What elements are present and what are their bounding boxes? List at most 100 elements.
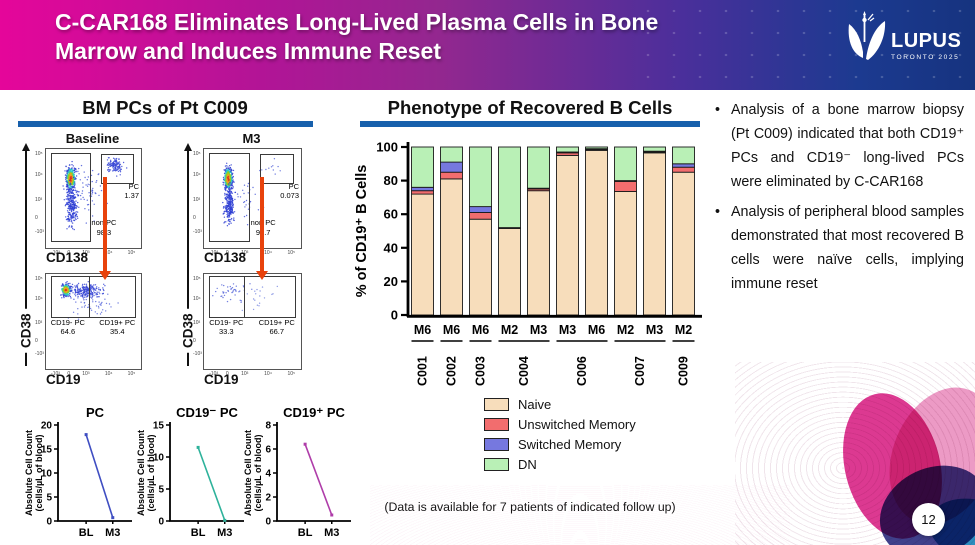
svg-text:M3: M3 (646, 323, 663, 337)
axis-tick: 10³ (193, 320, 201, 327)
chart-legend: Naive Unswitched Memory Switched Memory … (484, 394, 636, 474)
svg-text:M3: M3 (217, 527, 232, 539)
gate-divider (243, 276, 245, 317)
svg-text:0: 0 (265, 517, 271, 528)
svg-text:% of CD19⁺ B Cells: % of CD19⁺ B Cells (354, 165, 370, 298)
gate-label-pc: PC 1.37 (124, 181, 139, 201)
axis-tick: -10³ (35, 229, 44, 236)
svg-text:C003: C003 (474, 356, 488, 386)
axis-tick: -10³ (209, 250, 219, 256)
svg-text:0: 0 (391, 308, 398, 323)
cd19-axis-label-baseline: CD19 (46, 372, 81, 387)
axis-tick: -10³ (51, 371, 60, 377)
svg-text:5: 5 (158, 485, 164, 496)
axis-tick: 0 (35, 215, 38, 222)
gate-label-cd19pos: CD19+ PC 35.4 (99, 317, 136, 337)
center-panel-title: Phenotype of Recovered B Cells (387, 97, 673, 118)
svg-text:10: 10 (41, 469, 53, 480)
svg-text:2: 2 (265, 493, 271, 504)
svg-text:Absolute Cell Count: Absolute Cell Count (136, 430, 146, 516)
cd38-axis-arrow-m3 (183, 143, 192, 366)
scatter-dots (212, 283, 278, 312)
svg-text:5: 5 (46, 493, 52, 504)
axis-tick: 10³ (241, 250, 249, 256)
page-number-badge: 12 (912, 503, 945, 536)
axis-tick: 0 (193, 337, 196, 344)
svg-text:(cells/µL of blood): (cells/µL of blood) (34, 434, 44, 511)
axis-tick: 10⁵ (35, 275, 43, 282)
network-pattern-decoration (635, 0, 975, 90)
svg-text:8: 8 (265, 421, 271, 432)
data-availability-caption: (Data is available for 7 patients of ind… (352, 500, 708, 514)
gating-arrow-m3 (256, 177, 268, 280)
cd138-axis-label-baseline: CD138 (46, 250, 89, 265)
svg-text:M2: M2 (617, 323, 634, 337)
svg-text:C007: C007 (633, 356, 647, 386)
svg-text:(cells/µL of blood): (cells/µL of blood) (146, 434, 156, 511)
axis-tick: 10³ (35, 320, 43, 327)
legend-swatch-switched-memory (484, 437, 509, 451)
axis-tick: 10⁴ (35, 171, 43, 178)
svg-text:15: 15 (41, 445, 53, 456)
page-title: C-CAR168 Eliminates Long-Lived Plasma Ce… (55, 9, 659, 65)
svg-text:80: 80 (384, 173, 398, 188)
axis-tick: 0 (193, 215, 196, 222)
svg-text:M6: M6 (472, 323, 489, 337)
svg-text:M6: M6 (588, 323, 605, 337)
bullet-bone-marrow: Analysis of a bone marrow biopsy (Pt C00… (714, 98, 964, 194)
svg-text:BL: BL (298, 527, 313, 539)
axis-tick: 0 (35, 337, 38, 344)
gate-nonpc (208, 152, 250, 243)
logo-text: LUPUS TORONTO 2025 (891, 29, 962, 61)
axis-tick: 10³ (193, 197, 201, 204)
axis-tick: -10³ (193, 350, 202, 357)
gate-nonpc (50, 152, 91, 243)
svg-text:C006: C006 (575, 356, 589, 386)
legend-swatch-unswitched-memory (484, 417, 509, 431)
axis-tick: -10³ (193, 229, 202, 236)
axis-tick: 10⁴ (104, 371, 113, 377)
svg-text:20: 20 (41, 421, 53, 432)
axis-tick: 10⁵ (287, 371, 296, 377)
axis-tick: 10⁵ (127, 371, 136, 377)
bullet-peripheral-blood: Analysis of peripheral blood samples dem… (714, 200, 964, 296)
svg-text:BL: BL (79, 527, 94, 539)
svg-text:BL: BL (191, 527, 206, 539)
stacked-bar-chart: 0 20 40 60 80 100 % of CD19⁺ B Cells M6 M6 M6 M2 M3… (354, 140, 702, 386)
gate-label-cd19pos: CD19+ PC 66.7 (258, 317, 295, 337)
gate-divider (88, 276, 90, 317)
svg-text:40: 40 (384, 240, 398, 255)
wave-lines-decoration (370, 485, 790, 545)
axis-tick: -10³ (35, 350, 44, 357)
flow-plot-m3-cd19: CD19- PC 33.3 CD19+ PC 66.7 -10³ 0 10³ 10⁴ 10⁵… (193, 273, 302, 377)
axis-tick: 0 (67, 371, 71, 377)
svg-text:15: 15 (153, 421, 165, 432)
svg-text:(cells/µL of blood): (cells/µL of blood) (253, 434, 263, 511)
legend-swatch-dn (484, 457, 509, 471)
svg-text:C002: C002 (445, 356, 459, 386)
gating-arrow-baseline (99, 177, 111, 280)
svg-text:60: 60 (384, 207, 398, 222)
line-chart-cd19neg-pc: CD19⁻ PC Absolute Cell Count (cells/µL of … (136, 405, 244, 539)
axis-tick: -10³ (209, 371, 219, 377)
axis-tick: -10³ (51, 250, 60, 256)
gate-label-pc: PC 0.073 (280, 181, 299, 201)
svg-text:M3: M3 (530, 323, 547, 337)
axis-tick: 10⁴ (104, 250, 113, 256)
cd38-axis-label-baseline: CD38 (18, 308, 33, 353)
flow-plot-baseline-cd138: PC1.37 non PC98.3 -10³010³10⁴10⁵10⁵10⁴10… (35, 148, 142, 256)
svg-text:C001: C001 (416, 356, 430, 386)
axis-tick: 10⁴ (35, 295, 43, 302)
axis-tick: 10⁵ (127, 250, 136, 256)
svg-text:Absolute Cell Count: Absolute Cell Count (243, 430, 253, 516)
center-panel-divider (360, 121, 700, 127)
axis-tick: 10⁴ (193, 295, 201, 302)
line-chart-cd19pos-pc: CD19⁺ PC Absolute Cell Count (cells/µL of … (243, 405, 351, 539)
axis-tick: 0 (225, 250, 229, 256)
summary-bullet-list: Analysis of a bone marrow biopsy (Pt C00… (714, 98, 964, 302)
svg-text:CD19⁺ PC: CD19⁺ PC (283, 405, 345, 420)
gate-pc-split (50, 275, 137, 318)
cd38-axis-arrow-baseline (21, 143, 30, 366)
legend-item-switched-memory: Switched Memory (484, 434, 636, 454)
